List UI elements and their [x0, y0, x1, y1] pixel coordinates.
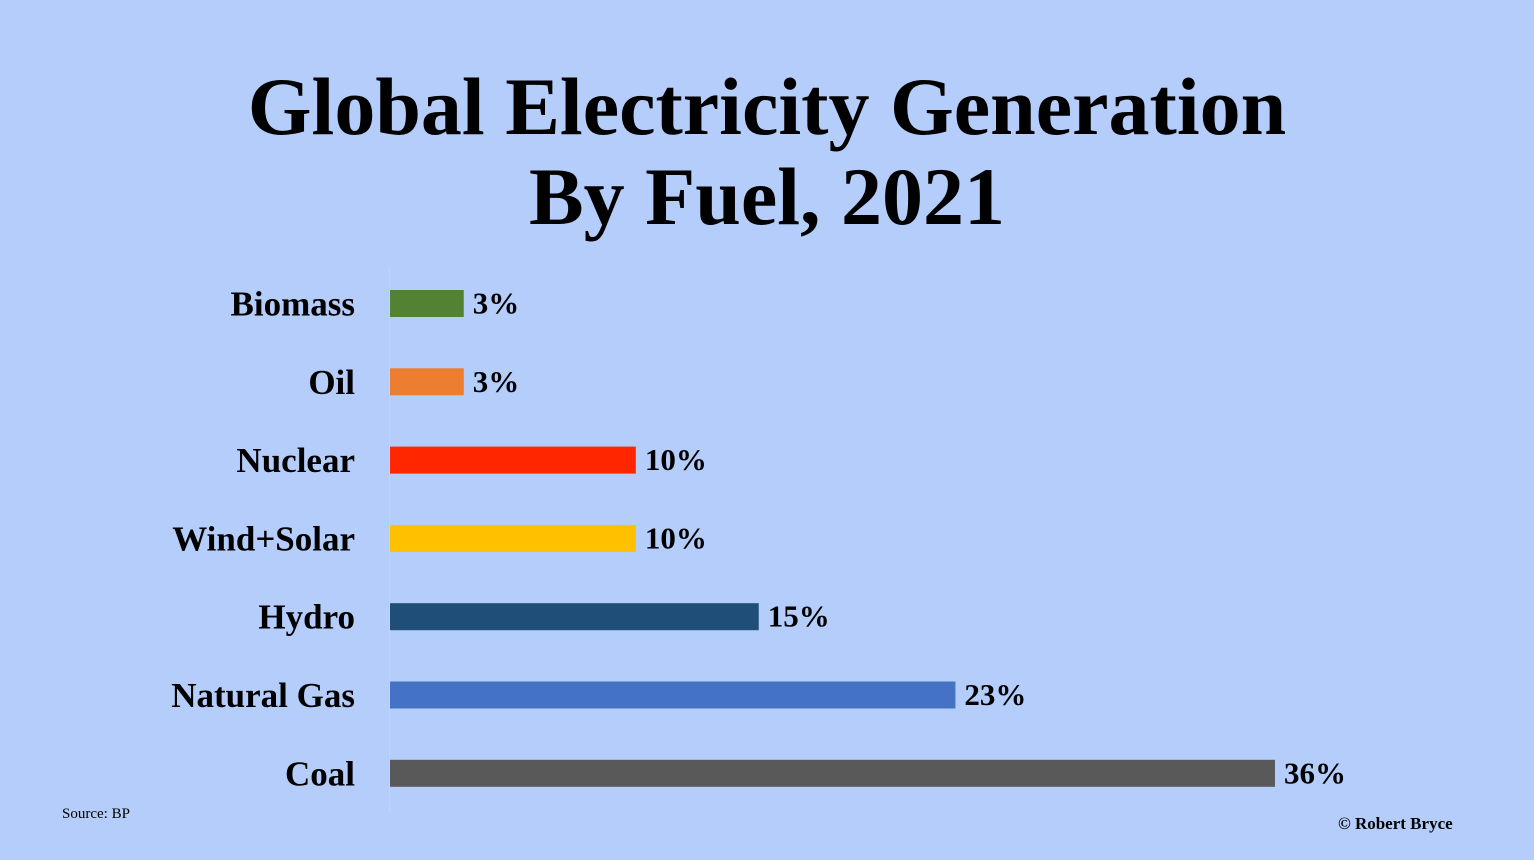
chart-title-line-1: Global Electricity Generation: [247, 61, 1287, 152]
bar-wind-solar: [390, 524, 636, 552]
bar-hydro: [390, 603, 759, 631]
value-label-hydro: 15%: [768, 599, 830, 634]
bar-nuclear: [390, 446, 636, 474]
category-label-oil: Oil: [308, 363, 355, 402]
value-label-oil: 3%: [473, 364, 520, 399]
source-note: Source: BP: [62, 806, 130, 822]
value-label-coal: 36%: [1284, 755, 1346, 790]
bar-oil: [390, 368, 464, 396]
category-label-nuclear: Nuclear: [236, 441, 355, 480]
category-label-wind-solar: Wind+Solar: [172, 519, 355, 558]
bar-coal: [390, 759, 1275, 787]
chart-title-line-2: By Fuel, 2021: [528, 151, 1006, 242]
category-label-biomass: Biomass: [231, 285, 355, 324]
value-label-wind-solar: 10%: [645, 520, 707, 555]
category-label-coal: Coal: [285, 754, 355, 793]
category-label-natural-gas: Natural Gas: [171, 676, 355, 715]
value-label-natural-gas: 23%: [964, 677, 1026, 712]
bar-natural-gas: [390, 681, 956, 709]
bars-group: Biomass 3% Oil 3% Nuclear 10% Wind+Solar 10% Hyd…: [171, 285, 1346, 794]
category-label-hydro: Hydro: [258, 598, 355, 637]
chart-title: Global Electricity Generation By Fuel, 2…: [0, 62, 1534, 242]
copyright-credit: © Robert Bryce: [1338, 814, 1453, 833]
value-label-nuclear: 10%: [645, 442, 707, 477]
bar-biomass: [390, 290, 464, 317]
value-label-biomass: 3%: [473, 286, 520, 321]
